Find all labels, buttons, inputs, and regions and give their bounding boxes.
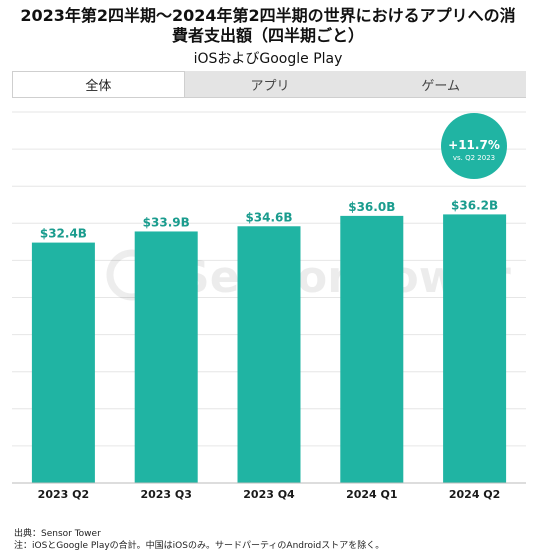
tab-apps[interactable]: アプリ — [184, 71, 356, 97]
x-tick-label: 2023 Q3 — [140, 488, 191, 501]
x-tick-label: 2023 Q4 — [243, 488, 295, 501]
data-labels: $32.4B $33.9B $34.6B $36.0B $36.2B — [40, 198, 498, 240]
chart-title-line-2: 費者支出額（四半期ごと） — [171, 26, 364, 45]
x-axis-ticks: 2023 Q2 2023 Q3 2023 Q4 2024 Q1 2024 Q2 — [38, 488, 501, 501]
bar — [237, 226, 301, 483]
chart-subtitle: iOSおよびGoogle Play — [193, 51, 343, 67]
tab-games[interactable]: ゲーム — [355, 71, 527, 97]
growth-badge-caption: vs. Q2 2023 — [453, 154, 495, 162]
x-tick-label: 2023 Q2 — [38, 488, 89, 501]
bar — [340, 215, 404, 483]
bar — [134, 231, 198, 483]
growth-badge-circle — [441, 113, 507, 179]
bar-value-label: $34.6B — [245, 210, 292, 224]
footnote: 注：iOSとGoogle Playの合計。中国はiOSのみ。サードパーティのAn… — [14, 541, 385, 551]
x-tick-label: 2024 Q1 — [346, 488, 397, 501]
bar-value-label: $36.2B — [451, 198, 498, 212]
category-tabs: 全体 アプリ ゲーム — [12, 71, 527, 97]
growth-badge-value: +11.7% — [448, 138, 500, 152]
bar — [443, 214, 507, 483]
bar-value-label: $32.4B — [40, 227, 87, 241]
source-note: 出典：Sensor Tower — [14, 529, 101, 539]
tab-overall[interactable]: 全体 — [12, 71, 185, 97]
x-tick-label: 2024 Q2 — [449, 488, 500, 501]
chart-title: 2023年第2四半期～2024年第2四半期の世界におけるアプリへの消 費者支出額… — [0, 6, 536, 46]
bar — [31, 242, 95, 483]
bar-value-label: $33.9B — [143, 215, 190, 229]
bar-value-label: $36.0B — [348, 200, 395, 214]
bars — [31, 214, 507, 483]
chart-title-line-1: 2023年第2四半期～2024年第2四半期の世界におけるアプリへの消 — [20, 6, 516, 25]
tab-divider — [12, 97, 526, 98]
growth-badge: +11.7% vs. Q2 2023 — [441, 113, 507, 179]
